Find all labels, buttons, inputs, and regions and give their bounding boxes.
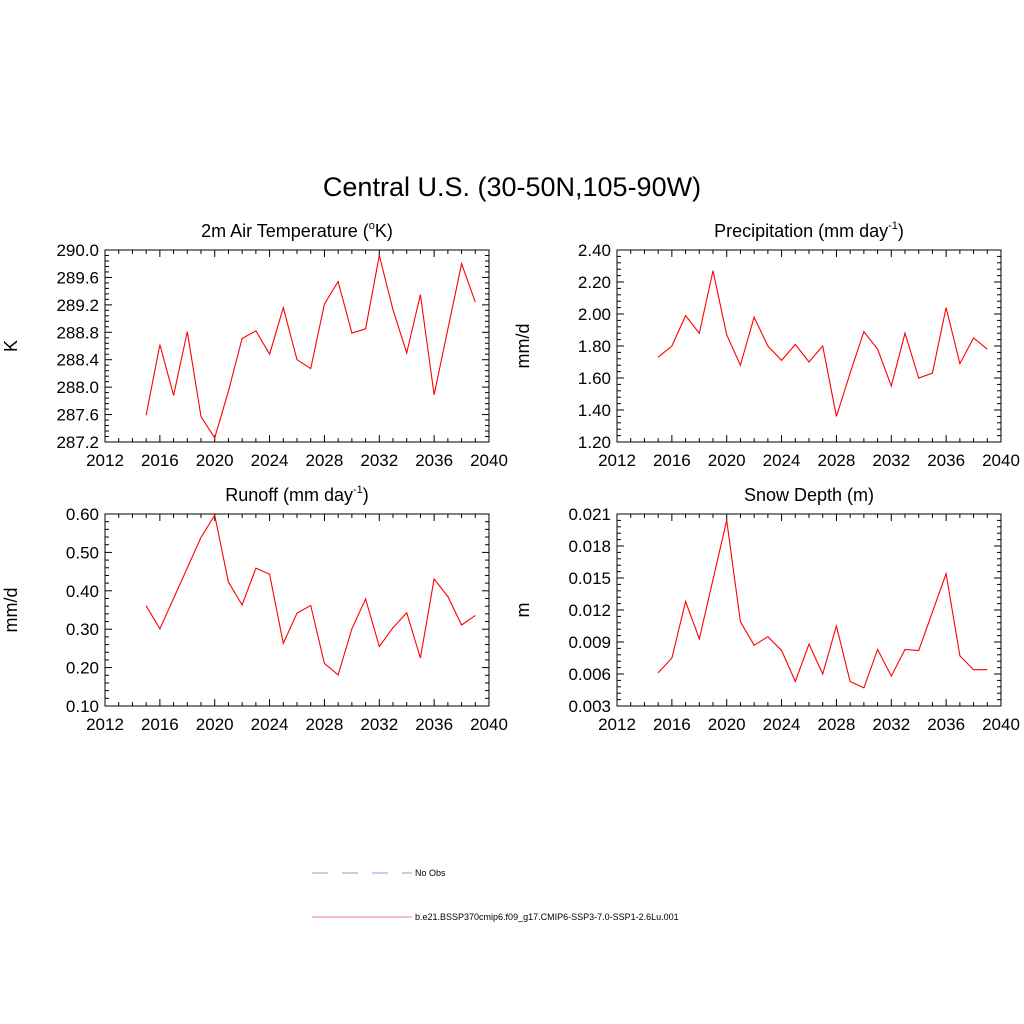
panel-title: 2m Air Temperature (oK) — [201, 220, 393, 241]
x-tick-label: 2024 — [763, 451, 801, 470]
x-tick-label: 2036 — [415, 451, 453, 470]
x-tick-label: 2016 — [653, 451, 691, 470]
y-tick-label: 0.018 — [568, 537, 611, 556]
panel-air-temperature: 2012 2016 2020 2024 2028 2032 2036 2040 287.2 287… — [1, 220, 508, 470]
x-tick-label: 2012 — [86, 451, 124, 470]
plot-frame — [104, 249, 490, 443]
panel-snow-depth: 2012 2016 2020 2024 2028 2032 2036 2040 0.003 0.0… — [513, 485, 1020, 734]
y-tick-label: 0.10 — [66, 697, 99, 716]
y-tick-label: 288.8 — [56, 323, 99, 342]
y-tick-label: 1.80 — [578, 337, 611, 356]
x-tick-label: 2012 — [598, 451, 636, 470]
legend-label: No Obs — [415, 868, 446, 878]
y-tick-label: 0.60 — [66, 505, 99, 524]
x-tick-label: 2012 — [598, 715, 636, 734]
panel-title-text: Runoff (mm day — [225, 485, 353, 505]
y-tick-label: 0.006 — [568, 665, 611, 684]
y-tick-label: 288.0 — [56, 378, 99, 397]
y-tick-label: 0.009 — [568, 633, 611, 652]
y-tick-label: 0.003 — [568, 697, 611, 716]
x-tick-label: 2012 — [86, 715, 124, 734]
x-tick-label: 2032 — [872, 451, 910, 470]
legend-label: b.e21.BSSP370cmip6.f09_g17.CMIP6-SSP3-7.… — [415, 912, 679, 922]
y-tick-label: 1.40 — [578, 401, 611, 420]
panel-title-superscript: o — [369, 220, 375, 232]
y-tick-label: 288.4 — [56, 351, 99, 370]
series-line — [657, 270, 988, 417]
plot-frame — [616, 513, 1002, 707]
panel-title-text: Precipitation (mm day — [714, 221, 888, 241]
x-tick-label: 2032 — [360, 451, 398, 470]
panel-runoff: 2012 2016 2020 2024 2028 2032 2036 2040 0.10 0.20… — [1, 484, 508, 734]
y-tick-label: 0.50 — [66, 543, 99, 562]
y-axis-label: K — [1, 340, 21, 352]
x-tick-label: 2028 — [306, 451, 344, 470]
x-tick-label: 2016 — [653, 715, 691, 734]
panel-title-suffix: K) — [375, 221, 393, 241]
x-tick-label: 2040 — [470, 715, 508, 734]
x-tick-label: 2016 — [141, 451, 179, 470]
x-tick-label: 2020 — [708, 715, 746, 734]
panel-precipitation: 2012 2016 2020 2024 2028 2032 2036 2040 1.20 1.40… — [513, 220, 1020, 470]
x-tick-label: 2036 — [927, 715, 965, 734]
y-tick-label: 287.2 — [56, 433, 99, 452]
x-tick-label: 2028 — [818, 451, 856, 470]
y-tick-label: 289.6 — [56, 268, 99, 287]
y-tick-label: 2.20 — [578, 273, 611, 292]
y-axis-label: mm/d — [513, 324, 533, 369]
panel-title: Precipitation (mm day-1) — [714, 220, 904, 241]
x-tick-label: 2028 — [818, 715, 856, 734]
panel-title-text: 2m Air Temperature ( — [201, 221, 369, 241]
series-line — [657, 520, 988, 689]
plot-frame — [616, 249, 1002, 443]
y-tick-label: 0.015 — [568, 569, 611, 588]
x-tick-label: 2032 — [360, 715, 398, 734]
y-axis-label: m — [513, 603, 533, 618]
legend: No Obs b.e21.BSSP370cmip6.f09_g17.CMIP6-S… — [312, 868, 679, 922]
panel-title-superscript: -1 — [888, 220, 898, 232]
y-tick-label: 0.40 — [66, 582, 99, 601]
series-line — [145, 513, 476, 676]
y-tick-label: 1.60 — [578, 369, 611, 388]
x-tick-label: 2028 — [306, 715, 344, 734]
y-tick-label: 1.20 — [578, 433, 611, 452]
x-tick-label: 2040 — [982, 451, 1020, 470]
y-axis-label: mm/d — [1, 588, 21, 633]
y-tick-label: 2.00 — [578, 305, 611, 324]
panels: 2012 2016 2020 2024 2028 2032 2036 2040 287.2 287… — [1, 220, 1020, 734]
y-tick-label: 289.2 — [56, 296, 99, 315]
x-tick-label: 2024 — [763, 715, 801, 734]
x-tick-label: 2020 — [708, 451, 746, 470]
series-line — [145, 255, 476, 440]
main-title: Central U.S. (30-50N,105-90W) — [323, 172, 701, 202]
x-tick-label: 2040 — [982, 715, 1020, 734]
y-tick-label: 0.20 — [66, 659, 99, 678]
x-tick-label: 2040 — [470, 451, 508, 470]
x-tick-label: 2032 — [872, 715, 910, 734]
y-tick-label: 0.021 — [568, 505, 611, 524]
panel-title: Runoff (mm day-1) — [225, 484, 369, 505]
panel-title-superscript: -1 — [353, 484, 363, 496]
x-tick-label: 2020 — [196, 715, 234, 734]
x-tick-label: 2036 — [927, 451, 965, 470]
x-tick-label: 2016 — [141, 715, 179, 734]
x-tick-label: 2024 — [251, 715, 289, 734]
plot-frame — [104, 513, 490, 707]
y-tick-label: 287.6 — [56, 406, 99, 425]
x-tick-label: 2024 — [251, 451, 289, 470]
y-tick-label: 0.30 — [66, 620, 99, 639]
x-tick-label: 2020 — [196, 451, 234, 470]
panel-title-suffix: ) — [363, 485, 369, 505]
panel-title-text: Snow Depth (m) — [744, 485, 874, 505]
y-tick-label: 2.40 — [578, 241, 611, 260]
panel-title: Snow Depth (m) — [744, 485, 874, 505]
y-tick-label: 0.012 — [568, 601, 611, 620]
y-tick-label: 290.0 — [56, 241, 99, 260]
x-tick-label: 2036 — [415, 715, 453, 734]
panel-title-suffix: ) — [898, 221, 904, 241]
